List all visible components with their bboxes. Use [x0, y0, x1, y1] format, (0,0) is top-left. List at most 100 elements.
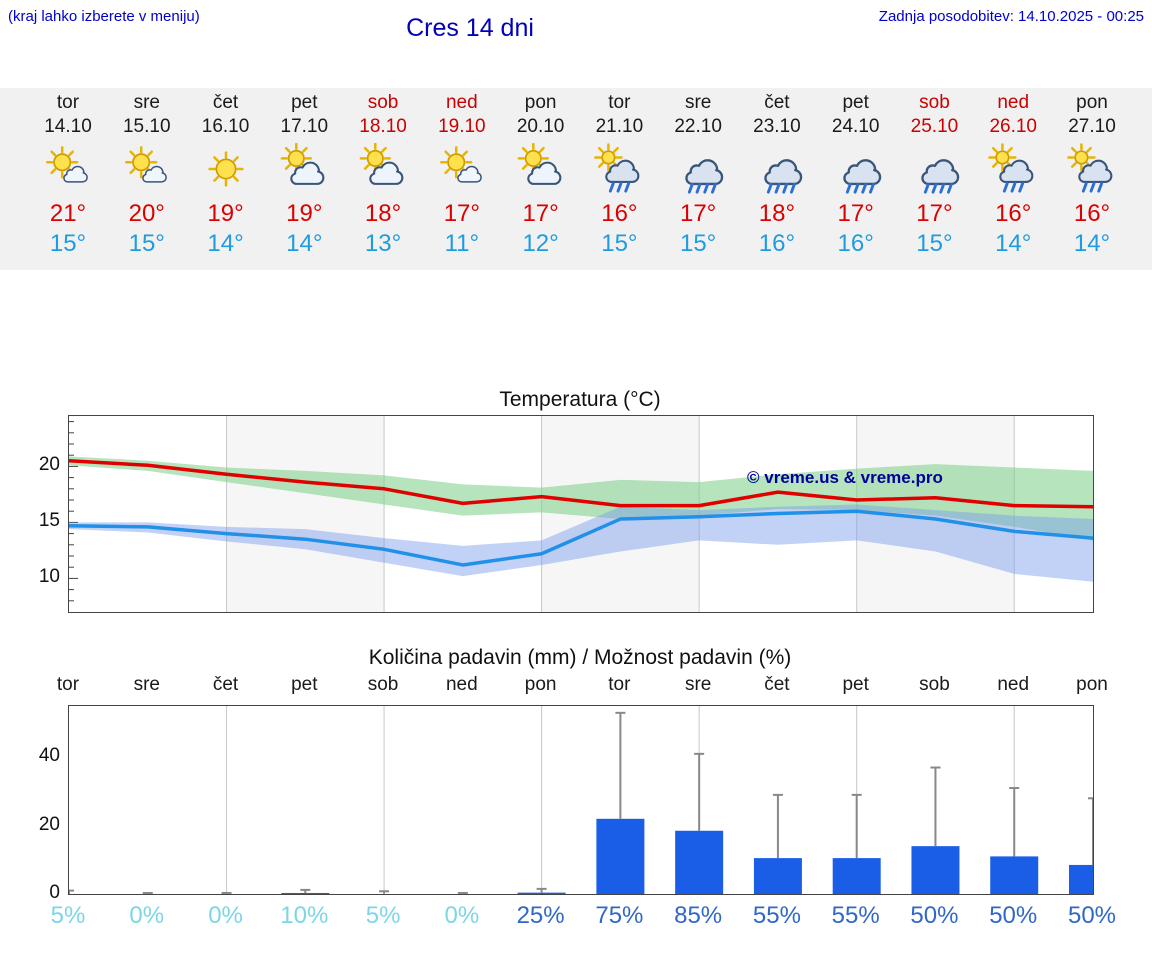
- precip-day-label: pet: [842, 674, 869, 695]
- precip-day-label: ned: [445, 674, 478, 695]
- day-date: 16.10: [201, 116, 250, 137]
- weather-icon: [895, 143, 974, 197]
- precip-ytick-label: 40: [38, 745, 60, 767]
- day-name: čet: [212, 92, 239, 113]
- day-date: 20.10: [516, 116, 565, 137]
- copyright-watermark[interactable]: © vreme.us & vreme.pro: [747, 468, 943, 487]
- precip-probability: 50%: [989, 902, 1038, 929]
- precip-day-label: sob: [367, 674, 399, 695]
- day-name: tor: [56, 92, 80, 113]
- weather-icon: [107, 143, 186, 197]
- precip-day-label: tor: [56, 674, 80, 695]
- forecast-strip: tor 14.10 21° 15° sre 15.10 20° 15° čet 16.10 19° 1…: [0, 88, 1152, 270]
- day-tmin: 16°: [837, 230, 874, 257]
- day-tmax: 20°: [128, 200, 165, 227]
- weather-icon: [737, 143, 816, 197]
- precip-day-label: sob: [919, 674, 950, 695]
- day-tmin: 15°: [601, 230, 638, 257]
- sun-rain-icon: [594, 143, 640, 193]
- day-column-17.10: pet 17.10 19° 14°: [265, 88, 344, 270]
- day-tmin: 15°: [916, 230, 953, 257]
- day-column-24.10: pet 24.10 17° 16°: [816, 88, 895, 270]
- weather-icon: [265, 142, 344, 197]
- temperature-chart: © vreme.us & vreme.pro: [68, 415, 1094, 613]
- day-tmin: 12°: [522, 230, 559, 257]
- day-tmax: 16°: [601, 200, 638, 227]
- mostly-sunny-icon: [46, 146, 88, 183]
- precip-day-label: tor: [608, 674, 631, 695]
- day-tmin: 15°: [49, 230, 87, 257]
- rain-icon: [921, 159, 960, 194]
- day-tmax: 21°: [49, 200, 87, 227]
- sun-rain-icon: [988, 143, 1034, 193]
- page-title: Cres 14 dni: [406, 14, 534, 42]
- day-name: pet: [291, 92, 318, 113]
- precip-probability: 85%: [674, 902, 723, 929]
- day-date: 21.10: [595, 116, 644, 137]
- weather-icon: [816, 143, 895, 197]
- precip-probability: 25%: [516, 902, 565, 929]
- day-date: 14.10: [44, 116, 92, 137]
- day-name: pon: [524, 92, 557, 113]
- day-column-16.10: čet 16.10 19° 14°: [186, 88, 265, 270]
- weather-icon: [659, 143, 738, 197]
- precip-probability: 50%: [1067, 902, 1117, 929]
- day-tmax: 19°: [286, 200, 323, 227]
- day-date: 17.10: [280, 116, 329, 137]
- day-tmin: 14°: [286, 230, 323, 257]
- mostly-sunny-icon: [124, 146, 167, 183]
- day-column-19.10: ned 19.10 17° 11°: [422, 88, 501, 270]
- day-date: 22.10: [674, 116, 722, 137]
- weather-icon: [501, 142, 580, 197]
- day-column-18.10: sob 18.10 18° 13°: [344, 88, 423, 270]
- day-name: čet: [764, 92, 790, 113]
- partly-cloudy-icon: [280, 142, 325, 185]
- temp-ytick-label: 15: [38, 510, 60, 532]
- precip-probability: 50%: [910, 902, 959, 929]
- day-name: pet: [842, 92, 869, 113]
- day-column-25.10: sob 25.10 17° 15°: [895, 88, 974, 270]
- day-date: 24.10: [831, 116, 880, 137]
- precip-probability: 55%: [752, 902, 801, 929]
- precip-day-label: pet: [291, 674, 318, 695]
- day-tmin: 15°: [128, 230, 165, 257]
- sunny-icon: [207, 151, 244, 187]
- last-update: Zadnja posodobitev: 14.10.2025 - 00:25: [878, 8, 1144, 25]
- precip-day-label: sre: [133, 674, 160, 695]
- weather-icon: [580, 143, 659, 197]
- precip-probability: 55%: [831, 902, 880, 929]
- day-name: sob: [919, 92, 950, 113]
- day-name: tor: [608, 92, 631, 113]
- sun-rain-icon: [1067, 143, 1113, 193]
- day-tmax: 17°: [837, 200, 874, 227]
- precipitation-plot: [69, 706, 1093, 894]
- day-tmin: 11°: [444, 230, 480, 257]
- precip-probability: 0%: [444, 902, 480, 929]
- precipitation-chart: [68, 705, 1094, 895]
- day-tmin: 15°: [679, 230, 717, 257]
- day-column-22.10: sre 22.10 17° 15°: [659, 88, 738, 270]
- precip-ytick-label: 0: [49, 882, 60, 903]
- day-tmin: 13°: [364, 230, 402, 257]
- mostly-sunny-icon: [439, 146, 482, 183]
- day-tmax: 16°: [1073, 200, 1111, 227]
- day-tmin: 14°: [995, 230, 1032, 257]
- precip-day-label: čet: [764, 674, 790, 695]
- partly-cloudy-icon: [359, 142, 404, 185]
- precip-probability: 0%: [129, 902, 165, 929]
- rain-icon: [842, 159, 881, 194]
- day-tmax: 16°: [995, 200, 1032, 227]
- day-tmax: 18°: [758, 200, 796, 227]
- precip-ytick-label: 20: [38, 813, 60, 835]
- day-tmax: 17°: [522, 200, 559, 227]
- weather-icon: [974, 143, 1053, 197]
- precip-day-label: pon: [1076, 674, 1108, 695]
- day-tmin: 16°: [758, 230, 796, 257]
- day-name: sre: [133, 92, 160, 113]
- day-date: 23.10: [753, 116, 801, 137]
- weather-icon: [422, 143, 501, 197]
- partly-cloudy-icon: [517, 142, 562, 185]
- precip-day-label: ned: [997, 674, 1030, 695]
- day-column-21.10: tor 21.10 16° 15°: [580, 88, 659, 270]
